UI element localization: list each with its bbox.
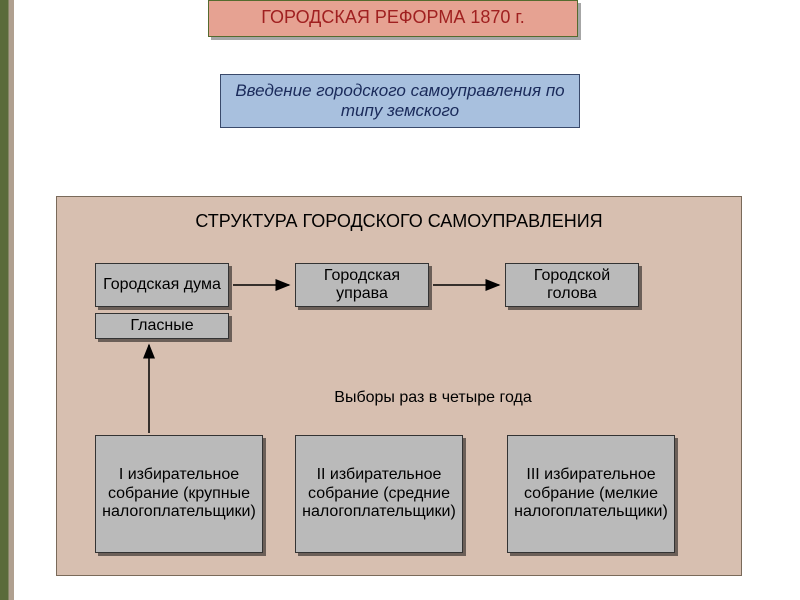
title-box: ГОРОДСКАЯ РЕФОРМА 1870 г. bbox=[208, 0, 578, 37]
node-glasnye: Гласные bbox=[95, 313, 229, 339]
node-assembly2: II избирательное собрание (средние налог… bbox=[295, 435, 463, 553]
node-assembly1-label: I избирательное собрание (крупные налого… bbox=[102, 466, 256, 521]
elections-label-text: Выборы раз в четыре года bbox=[334, 389, 531, 406]
node-uprava: Городская управа bbox=[295, 263, 429, 307]
slide-accent-bar bbox=[0, 0, 14, 600]
node-golova: Городской голова bbox=[505, 263, 639, 307]
elections-label: Выборы раз в четыре года bbox=[303, 389, 563, 407]
subtitle-text: Введение городского самоуправления по ти… bbox=[235, 81, 564, 120]
node-glasnye-label: Гласные bbox=[130, 317, 193, 335]
node-duma: Городская дума bbox=[95, 263, 229, 307]
node-assembly2-label: II избирательное собрание (средние налог… bbox=[302, 466, 456, 521]
structure-panel: СТРУКТУРА ГОРОДСКОГО САМОУПРАВЛЕНИЯ Горо… bbox=[56, 196, 742, 576]
structure-heading: СТРУКТУРА ГОРОДСКОГО САМОУПРАВЛЕНИЯ bbox=[57, 211, 741, 232]
node-assembly3: III избирательное собрание (мелкие налог… bbox=[507, 435, 675, 553]
node-uprava-label: Городская управа bbox=[302, 267, 422, 304]
node-assembly3-label: III избирательное собрание (мелкие налог… bbox=[514, 466, 668, 521]
subtitle-box: Введение городского самоуправления по ти… bbox=[220, 74, 580, 128]
node-golova-label: Городской голова bbox=[512, 267, 632, 304]
title-text: ГОРОДСКАЯ РЕФОРМА 1870 г. bbox=[261, 7, 525, 27]
node-assembly1: I избирательное собрание (крупные налого… bbox=[95, 435, 263, 553]
node-duma-label: Городская дума bbox=[103, 276, 221, 294]
